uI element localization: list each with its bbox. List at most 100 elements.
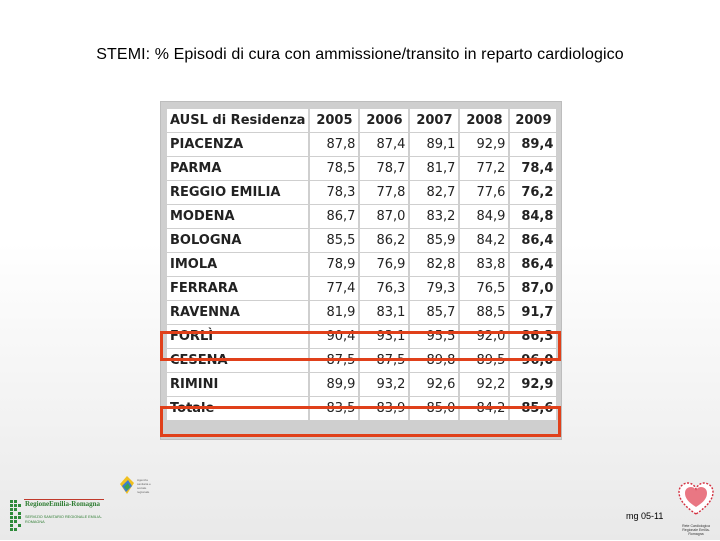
cell-value: 86,3 [510,325,557,348]
table-row: IMOLA 78,9 76,9 82,8 83,8 86,4 [167,253,557,276]
cell-ausl-name: CESENA [167,349,309,372]
table-row: PIACENZA 87,8 87,4 89,1 92,9 89,4 [167,133,557,156]
cell-value: 83,2 [410,205,459,228]
cell-ausl-name: MODENA [167,205,309,228]
cell-value: 87,5 [310,349,359,372]
table-row: PARMA 78,5 78,7 81,7 77,2 78,4 [167,157,557,180]
cell-value: 92,0 [460,325,509,348]
table-row: Totale 83,5 83,9 85,0 84,2 85,6 [167,397,557,420]
cell-value: 85,9 [410,229,459,252]
cell-value: 77,2 [460,157,509,180]
cell-value: 86,7 [310,205,359,228]
cell-value: 88,5 [460,301,509,324]
slide-title: STEMI: % Episodi di cura con ammissione/… [96,46,624,63]
agenzia-sanitaria-logo: Agenzia sanitaria e sociale regionale [118,474,158,502]
cell-value: 84,8 [510,205,557,228]
header-year: 2007 [410,109,459,132]
cell-value: 77,8 [360,181,409,204]
stemi-table: AUSL di Residenza 2005 2006 2007 2008 2009 PIA… [165,108,558,421]
cell-value: 89,5 [460,349,509,372]
cell-value: 78,9 [310,253,359,276]
agency-logo-text: Agenzia sanitaria e sociale regionale [137,478,151,494]
data-table-frame: AUSL di Residenza 2005 2006 2007 2008 2009 PIA… [160,101,562,440]
header-residence: AUSL di Residenza [167,109,309,132]
cell-value: 76,9 [360,253,409,276]
cell-value: 83,8 [460,253,509,276]
cell-value: 87,5 [360,349,409,372]
cell-value: 92,2 [460,373,509,396]
cell-value: 96,0 [510,349,557,372]
table-row: REGGIO EMILIA 78,3 77,8 82,7 77,6 76,2 [167,181,557,204]
cell-value: 77,6 [460,181,509,204]
table-row: FERRARA 77,4 76,3 79,3 76,5 87,0 [167,277,557,300]
regione-emilia-romagna-logo: RegioneEmilia-Romagna SERVIZIO SANITARIO… [8,496,128,536]
cell-value: 78,4 [510,157,557,180]
cell-value: 89,9 [310,373,359,396]
cell-value: 87,4 [360,133,409,156]
heart-logo-caption: Rete Cardiologica Regionale Emilia-Romag… [682,524,710,536]
cell-ausl-name: IMOLA [167,253,309,276]
cell-ausl-name: RIMINI [167,373,309,396]
cell-value: 83,5 [310,397,359,420]
cell-value: 84,2 [460,397,509,420]
cell-value: 85,7 [410,301,459,324]
cell-value: 92,6 [410,373,459,396]
cell-value: 86,4 [510,253,557,276]
cell-value: 84,9 [460,205,509,228]
cell-ausl-name: BOLOGNA [167,229,309,252]
cell-value: 85,5 [310,229,359,252]
cell-ausl-name: PARMA [167,157,309,180]
cell-value: 78,5 [310,157,359,180]
cell-value: 76,3 [360,277,409,300]
cell-value: 93,1 [360,325,409,348]
table-row: MODENA 86,7 87,0 83,2 84,9 84,8 [167,205,557,228]
header-year: 2009 [510,109,557,132]
region-sub-text: SERVIZIO SANITARIO REGIONALE EMILIA-ROMA… [25,515,102,524]
cell-value: 82,8 [410,253,459,276]
heart-logo [676,480,716,524]
cell-value: 83,9 [360,397,409,420]
cell-value: 83,1 [360,301,409,324]
header-year: 2006 [360,109,409,132]
cell-ausl-name: FERRARA [167,277,309,300]
cell-value: 81,7 [410,157,459,180]
cell-value: 89,8 [410,349,459,372]
table-row: FORLÌ 90,4 93,1 95,5 92,0 86,3 [167,325,557,348]
cell-value: 93,2 [360,373,409,396]
cell-value: 87,0 [510,277,557,300]
region-logo-text: RegioneEmilia-Romagna [25,500,101,508]
cell-value: 90,4 [310,325,359,348]
cell-value: 79,3 [410,277,459,300]
cell-value: 77,4 [310,277,359,300]
cell-value: 84,2 [460,229,509,252]
cell-ausl-name: PIACENZA [167,133,309,156]
cell-value: 92,9 [510,373,557,396]
cell-value: 85,6 [510,397,557,420]
cell-value: 89,1 [410,133,459,156]
cell-value: 76,5 [460,277,509,300]
header-year: 2005 [310,109,359,132]
cell-ausl-name: Totale [167,397,309,420]
cell-ausl-name: RAVENNA [167,301,309,324]
cell-value: 89,4 [510,133,557,156]
cell-value: 76,2 [510,181,557,204]
cell-value: 78,7 [360,157,409,180]
cell-value: 78,3 [310,181,359,204]
cell-value: 86,4 [510,229,557,252]
cell-value: 87,8 [310,133,359,156]
table-row: BOLOGNA 85,5 86,2 85,9 84,2 86,4 [167,229,557,252]
cell-ausl-name: FORLÌ [167,325,309,348]
table-row: CESENA 87,5 87,5 89,8 89,5 96,0 [167,349,557,372]
cell-value: 95,5 [410,325,459,348]
cell-value: 81,9 [310,301,359,324]
cell-value: 86,2 [360,229,409,252]
cell-ausl-name: REGGIO EMILIA [167,181,309,204]
slide-code: mg 05-11 [626,511,664,521]
cell-value: 92,9 [460,133,509,156]
header-year: 2008 [460,109,509,132]
table-row: RAVENNA 81,9 83,1 85,7 88,5 91,7 [167,301,557,324]
cell-value: 82,7 [410,181,459,204]
table-row: RIMINI 89,9 93,2 92,6 92,2 92,9 [167,373,557,396]
cell-value: 91,7 [510,301,557,324]
cell-value: 85,0 [410,397,459,420]
